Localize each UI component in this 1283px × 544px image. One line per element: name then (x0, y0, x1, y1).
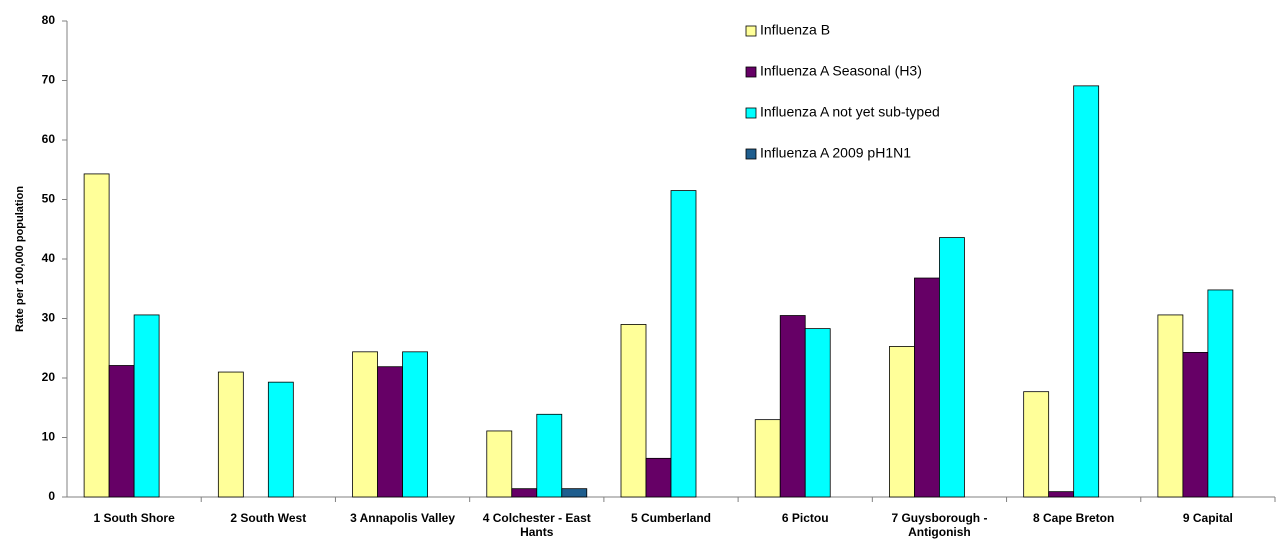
x-tick-label: 1 South Shore (93, 511, 175, 525)
bar (620, 324, 647, 498)
y-tick-label: 80 (42, 13, 56, 27)
bar (267, 381, 294, 498)
bar (889, 346, 915, 498)
y-tick-label: 0 (48, 489, 55, 503)
bar (1157, 314, 1184, 498)
y-tick-label: 30 (42, 311, 56, 325)
bar (402, 351, 428, 498)
legend-label: Influenza A 2009 pH1N1 (760, 145, 911, 161)
bar (914, 277, 940, 498)
bar (511, 488, 538, 498)
y-tick-label: 40 (42, 251, 56, 265)
legend-swatch (745, 25, 757, 37)
x-tick-label: 6 Pictou (781, 511, 829, 525)
y-tick-label: 60 (42, 132, 56, 146)
y-axis-label: Rate per 100,000 population (14, 186, 26, 332)
x-tick-label: 3 Annapolis Valley (350, 511, 456, 525)
y-tick-label: 20 (42, 370, 56, 384)
bar (536, 413, 563, 498)
bar (217, 371, 244, 498)
x-tick-label: 8 Cape Breton (1032, 511, 1115, 525)
legend-swatch (745, 148, 757, 160)
bar (645, 457, 672, 498)
legend-swatch (745, 66, 757, 78)
bar (1207, 289, 1234, 498)
legend-label: Influenza A Seasonal (H3) (760, 63, 922, 79)
x-tick-label: 5 Cumberland (630, 511, 711, 525)
x-tick-label: 7 Guysborough - Antigonish (891, 511, 988, 539)
bar (352, 351, 378, 498)
bar (1023, 391, 1050, 498)
bar (486, 430, 513, 498)
legend-label: Influenza B (760, 22, 830, 38)
bar (83, 173, 110, 498)
bar (779, 315, 806, 498)
bar (377, 366, 403, 498)
x-tick-label: 9 Capital (1182, 511, 1233, 525)
bar (939, 237, 965, 498)
y-tick-label: 50 (42, 192, 56, 206)
bar (561, 488, 588, 498)
x-tick-label: 2 South West (230, 511, 307, 525)
y-tick-label: 10 (42, 430, 56, 444)
bar (1182, 352, 1209, 498)
x-tick-label: 4 Colchester - East Hants (482, 511, 591, 539)
y-tick-label: 70 (42, 73, 56, 87)
bar (804, 328, 831, 498)
bar (133, 314, 160, 498)
bar (108, 365, 135, 498)
legend-label: Influenza A not yet sub-typed (760, 104, 940, 120)
bar (670, 190, 697, 498)
bar (1048, 491, 1075, 498)
legend-swatch (745, 107, 757, 119)
bar (754, 419, 781, 498)
bar (1073, 85, 1100, 498)
